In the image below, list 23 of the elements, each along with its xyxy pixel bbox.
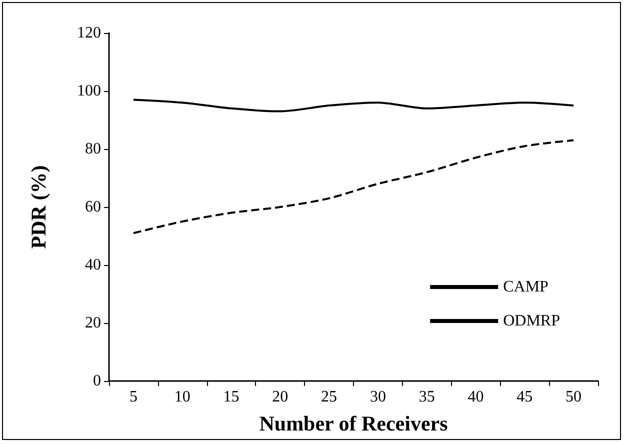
x-tick-label: 35 xyxy=(418,388,435,406)
x-tick-label: 15 xyxy=(223,388,240,406)
x-tick-label: 20 xyxy=(272,388,288,406)
y-tick-label: 120 xyxy=(77,24,101,42)
legend-label: CAMP xyxy=(503,278,549,296)
y-tick-label: 0 xyxy=(93,372,101,390)
x-axis-title: Number of Receivers xyxy=(259,412,448,436)
y-tick-label: 40 xyxy=(85,256,101,274)
x-tick-label: 50 xyxy=(566,388,582,406)
x-tick-label: 45 xyxy=(516,388,533,406)
x-tick-label: 10 xyxy=(174,388,190,406)
x-tick-label: 5 xyxy=(129,388,138,406)
y-axis-title: PDR (%) xyxy=(26,165,50,249)
line-series xyxy=(132,139,575,234)
y-tick-label: 60 xyxy=(85,198,101,216)
x-tick-label: 30 xyxy=(370,388,386,406)
x-tick-label: 40 xyxy=(468,388,484,406)
legend-label: ODMRP xyxy=(503,312,560,330)
y-tick-label: 20 xyxy=(85,314,101,332)
y-tick-label: 100 xyxy=(77,82,101,100)
y-tick-label: 80 xyxy=(85,140,101,158)
x-tick-label: 25 xyxy=(321,388,338,406)
line-series xyxy=(132,98,575,112)
